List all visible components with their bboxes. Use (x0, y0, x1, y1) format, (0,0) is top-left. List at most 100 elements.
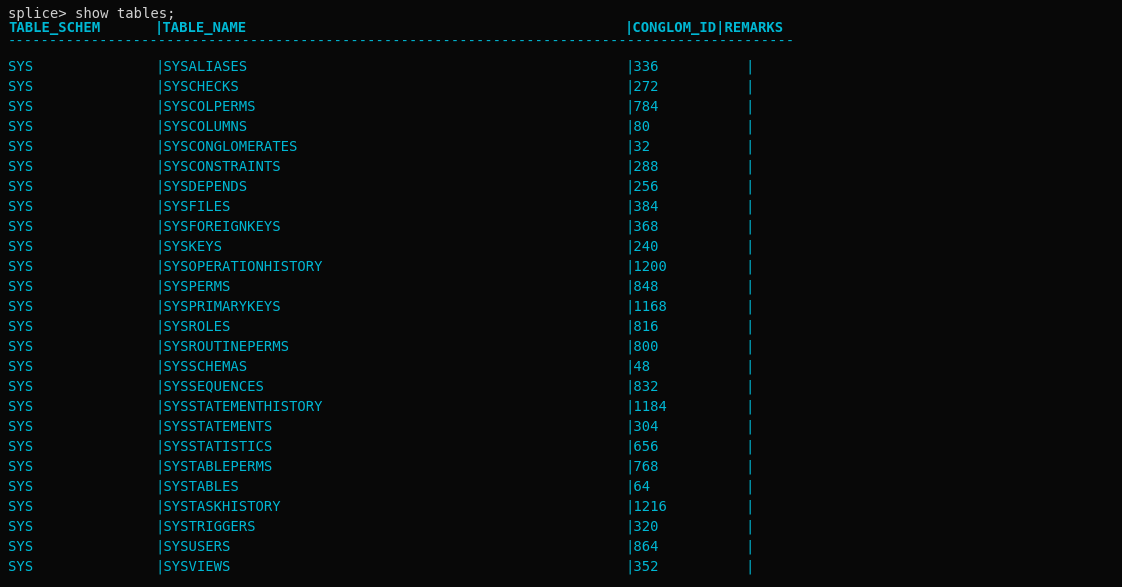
Text: |336: |336 (625, 60, 659, 75)
Text: |SYSCHECKS: |SYSCHECKS (155, 80, 239, 95)
Text: |: | (745, 300, 753, 315)
Text: |SYSTASKHISTORY: |SYSTASKHISTORY (155, 500, 280, 514)
Text: SYS: SYS (8, 340, 34, 354)
Text: |768: |768 (625, 460, 659, 474)
Text: |64: |64 (625, 480, 650, 494)
Text: |SYSFOREIGNKEYS: |SYSFOREIGNKEYS (155, 220, 280, 234)
Text: |: | (745, 400, 753, 414)
Text: |816: |816 (625, 320, 659, 335)
Text: |SYSPERMS: |SYSPERMS (155, 280, 230, 295)
Text: |: | (745, 560, 753, 575)
Text: SYS: SYS (8, 60, 34, 74)
Text: |: | (745, 340, 753, 355)
Text: SYS: SYS (8, 320, 34, 334)
Text: |800: |800 (625, 340, 659, 355)
Text: |1168: |1168 (625, 300, 666, 315)
Text: SYS: SYS (8, 300, 34, 314)
Text: SYS: SYS (8, 480, 34, 494)
Text: |SYSSTATISTICS: |SYSSTATISTICS (155, 440, 273, 454)
Text: |: | (745, 60, 753, 75)
Text: |: | (745, 500, 753, 514)
Text: |: | (745, 220, 753, 234)
Text: |656: |656 (625, 440, 659, 454)
Text: |1200: |1200 (625, 260, 666, 275)
Text: |SYSPRIMARYKEYS: |SYSPRIMARYKEYS (155, 300, 280, 315)
Text: SYS: SYS (8, 420, 34, 434)
Text: |: | (745, 540, 753, 555)
Text: |SYSCOLUMNS: |SYSCOLUMNS (155, 120, 247, 134)
Text: |304: |304 (625, 420, 659, 434)
Text: |: | (745, 280, 753, 295)
Text: |784: |784 (625, 100, 659, 114)
Text: |SYSDEPENDS: |SYSDEPENDS (155, 180, 247, 194)
Text: |SYSUSERS: |SYSUSERS (155, 540, 230, 555)
Text: SYS: SYS (8, 220, 34, 234)
Text: |: | (745, 180, 753, 194)
Text: |SYSROLES: |SYSROLES (155, 320, 230, 335)
Text: |SYSFILES: |SYSFILES (155, 200, 230, 214)
Text: |SYSSEQUENCES: |SYSSEQUENCES (155, 380, 264, 394)
Text: |: | (745, 240, 753, 255)
Text: |: | (745, 320, 753, 335)
Text: |: | (745, 160, 753, 174)
Text: |SYSALIASES: |SYSALIASES (155, 60, 247, 75)
Text: SYS: SYS (8, 460, 34, 474)
Text: SYS: SYS (8, 120, 34, 134)
Text: |: | (745, 120, 753, 134)
Text: |848: |848 (625, 280, 659, 295)
Text: |320: |320 (625, 520, 659, 535)
Text: |352: |352 (625, 560, 659, 575)
Text: SYS: SYS (8, 180, 34, 194)
Text: |: | (745, 360, 753, 375)
Text: --------------------------------------------------------------------------------: ----------------------------------------… (8, 35, 795, 49)
Text: |SYSCOLPERMS: |SYSCOLPERMS (155, 100, 256, 114)
Text: SYS: SYS (8, 240, 34, 254)
Text: |: | (745, 420, 753, 434)
Text: SYS: SYS (8, 500, 34, 514)
Text: SYS: SYS (8, 80, 34, 94)
Text: |: | (745, 440, 753, 454)
Text: |48: |48 (625, 360, 650, 375)
Text: |SYSSTATEMENTS: |SYSSTATEMENTS (155, 420, 273, 434)
Text: |SYSTABLEPERMS: |SYSTABLEPERMS (155, 460, 273, 474)
Text: SYS: SYS (8, 380, 34, 394)
Text: |SYSCONSTRAINTS: |SYSCONSTRAINTS (155, 160, 280, 174)
Text: |1216: |1216 (625, 500, 666, 514)
Text: |: | (745, 460, 753, 474)
Text: TABLE_SCHEM: TABLE_SCHEM (8, 21, 100, 35)
Text: |864: |864 (625, 540, 659, 555)
Text: |: | (745, 260, 753, 275)
Text: |288: |288 (625, 160, 659, 174)
Text: |832: |832 (625, 380, 659, 394)
Text: |SYSSCHEMAS: |SYSSCHEMAS (155, 360, 247, 375)
Text: |: | (745, 480, 753, 494)
Text: SYS: SYS (8, 100, 34, 114)
Text: SYS: SYS (8, 140, 34, 154)
Text: |: | (745, 140, 753, 154)
Text: |384: |384 (625, 200, 659, 214)
Text: SYS: SYS (8, 360, 34, 374)
Text: |SYSSTATEMENTHISTORY: |SYSSTATEMENTHISTORY (155, 400, 322, 414)
Text: |SYSKEYS: |SYSKEYS (155, 240, 222, 255)
Text: |272: |272 (625, 80, 659, 95)
Text: SYS: SYS (8, 520, 34, 534)
Text: SYS: SYS (8, 440, 34, 454)
Text: |: | (745, 100, 753, 114)
Text: SYS: SYS (8, 200, 34, 214)
Text: |SYSVIEWS: |SYSVIEWS (155, 560, 230, 575)
Text: |256: |256 (625, 180, 659, 194)
Text: |32: |32 (625, 140, 650, 154)
Text: splice> show tables;: splice> show tables; (8, 7, 175, 21)
Text: SYS: SYS (8, 260, 34, 274)
Text: |SYSTRIGGERS: |SYSTRIGGERS (155, 520, 256, 535)
Text: |SYSCONGLOMERATES: |SYSCONGLOMERATES (155, 140, 297, 154)
Text: |80: |80 (625, 120, 650, 134)
Text: |: | (745, 380, 753, 394)
Text: SYS: SYS (8, 280, 34, 294)
Text: |CONGLOM_ID|REMARKS: |CONGLOM_ID|REMARKS (625, 21, 784, 35)
Text: SYS: SYS (8, 540, 34, 554)
Text: |: | (745, 80, 753, 95)
Text: |SYSOPERATIONHISTORY: |SYSOPERATIONHISTORY (155, 260, 322, 275)
Text: |: | (745, 200, 753, 214)
Text: |SYSROUTINEPERMS: |SYSROUTINEPERMS (155, 340, 289, 355)
